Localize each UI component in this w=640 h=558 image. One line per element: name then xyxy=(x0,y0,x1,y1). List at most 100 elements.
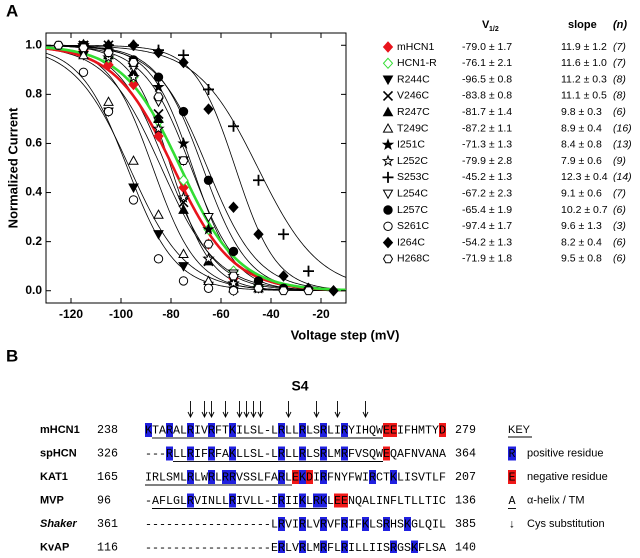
sequence-segment: R xyxy=(299,518,306,532)
data-marker xyxy=(78,43,89,53)
sequence-name: KAT1 xyxy=(40,471,68,483)
data-marker xyxy=(178,248,189,259)
legend-label: R247C xyxy=(397,106,430,118)
data-marker xyxy=(228,201,239,214)
sequence-segment: ------------------ xyxy=(145,518,271,532)
residue-box xyxy=(278,423,285,437)
sequence-segment: D xyxy=(439,424,446,438)
key-text: Cys substitution xyxy=(527,518,605,530)
cys-arrow xyxy=(313,401,320,419)
data-marker xyxy=(128,195,139,205)
data-marker xyxy=(203,175,214,185)
x-tick-label: -80 xyxy=(162,307,180,321)
fit-curve xyxy=(46,56,346,292)
residue-box xyxy=(383,517,390,531)
data-marker xyxy=(253,174,264,186)
data-marker xyxy=(178,197,189,208)
x-tick-label: -100 xyxy=(109,307,133,321)
data-marker xyxy=(178,174,189,187)
legend-v-half: -71.3 ± 1.3 xyxy=(462,139,512,151)
x-tick-label: -120 xyxy=(59,307,83,321)
residue-box xyxy=(229,446,236,461)
legend-marker xyxy=(382,236,394,249)
sequence-segment: R xyxy=(278,471,285,485)
legend-slope: 8.4 ± 0.8 xyxy=(561,139,602,151)
cys-arrow xyxy=(222,401,229,419)
residue-box xyxy=(320,446,327,461)
legend-label: HCN1-R xyxy=(397,57,437,69)
sequence-segment: IFHMTY xyxy=(397,424,439,438)
sequence-segment: L xyxy=(271,518,278,532)
data-marker xyxy=(153,254,164,264)
sequence-segment: LM xyxy=(306,541,320,553)
data-marker xyxy=(153,230,164,240)
sequence-segment: LISVTLF xyxy=(397,471,446,485)
key-symbol: E xyxy=(509,471,516,485)
sequence-segment: K xyxy=(229,424,236,438)
sequence-segment: CT xyxy=(376,471,390,485)
legend-v-half: -54.2 ± 1.3 xyxy=(462,236,512,248)
data-marker xyxy=(178,156,189,166)
legend-v-half: -67.2 ± 2.3 xyxy=(462,187,512,199)
sequence-segment: I xyxy=(313,471,320,485)
legend-slope: 9.1 ± 0.6 xyxy=(561,187,602,199)
data-marker xyxy=(128,183,139,194)
sequence-segment: K xyxy=(362,518,369,532)
legend-marker xyxy=(382,171,394,183)
fit-curve xyxy=(46,46,346,292)
sequence-start: 326 xyxy=(97,447,118,461)
sequence-segment: L xyxy=(327,494,334,508)
legend-n: (7) xyxy=(613,41,626,53)
residue-box xyxy=(299,470,306,484)
cys-arrow xyxy=(257,401,264,419)
data-marker xyxy=(153,92,164,102)
data-marker xyxy=(228,246,239,257)
sequence-end: 140 xyxy=(455,541,476,553)
legend-marker xyxy=(382,75,394,86)
legend-label: T249C xyxy=(397,122,429,134)
data-marker xyxy=(128,78,139,91)
sequence-start: 165 xyxy=(97,470,118,484)
sequence-name: Shaker xyxy=(40,518,77,530)
sequence-segment: FL xyxy=(327,541,341,553)
residue-box xyxy=(306,470,313,484)
sequence-segment: AFLGL xyxy=(152,494,187,508)
cys-arrow xyxy=(334,401,341,419)
data-marker xyxy=(203,275,214,286)
sequence-segment: K xyxy=(299,471,306,485)
sequence-segment: FNYFWI xyxy=(327,471,369,485)
sequence-segment: R xyxy=(187,424,194,438)
legend-n: (7) xyxy=(613,57,626,69)
residue-box xyxy=(145,423,152,437)
sequence-segment: D xyxy=(306,471,313,485)
legend-marker xyxy=(382,41,394,53)
sequence-start: 361 xyxy=(97,517,118,531)
data-marker xyxy=(152,80,165,93)
sequence-segment: R xyxy=(341,447,348,461)
sequence-segment: LL xyxy=(285,424,299,438)
residue-box xyxy=(278,470,285,484)
sequence-segment: LW xyxy=(194,471,208,485)
cys-arrow xyxy=(236,401,243,419)
legend-v-half: -96.5 ± 0.8 xyxy=(462,73,512,85)
key-text: positive residue xyxy=(527,447,603,459)
legend-v-half: -87.2 ± 1.1 xyxy=(462,122,512,134)
cys-arrow xyxy=(362,401,369,419)
y-tick-label: 0.6 xyxy=(25,136,42,150)
sequence-segment: EE xyxy=(383,424,397,438)
data-marker xyxy=(253,283,264,293)
sequence-segment: R xyxy=(166,447,173,461)
sequence-segment: R xyxy=(187,447,194,461)
data-marker xyxy=(128,39,139,52)
fit-curve xyxy=(46,47,346,292)
legend-n: (8) xyxy=(613,73,626,85)
sequence-name: spHCN xyxy=(40,447,77,459)
residue-box xyxy=(390,470,397,484)
legend-n: (6) xyxy=(613,106,626,118)
sequence-segment: LV xyxy=(306,518,320,532)
sequence-segment: R xyxy=(390,541,397,553)
key-box xyxy=(508,446,516,461)
legend-label: I264C xyxy=(397,236,425,248)
residue-box xyxy=(208,470,215,484)
